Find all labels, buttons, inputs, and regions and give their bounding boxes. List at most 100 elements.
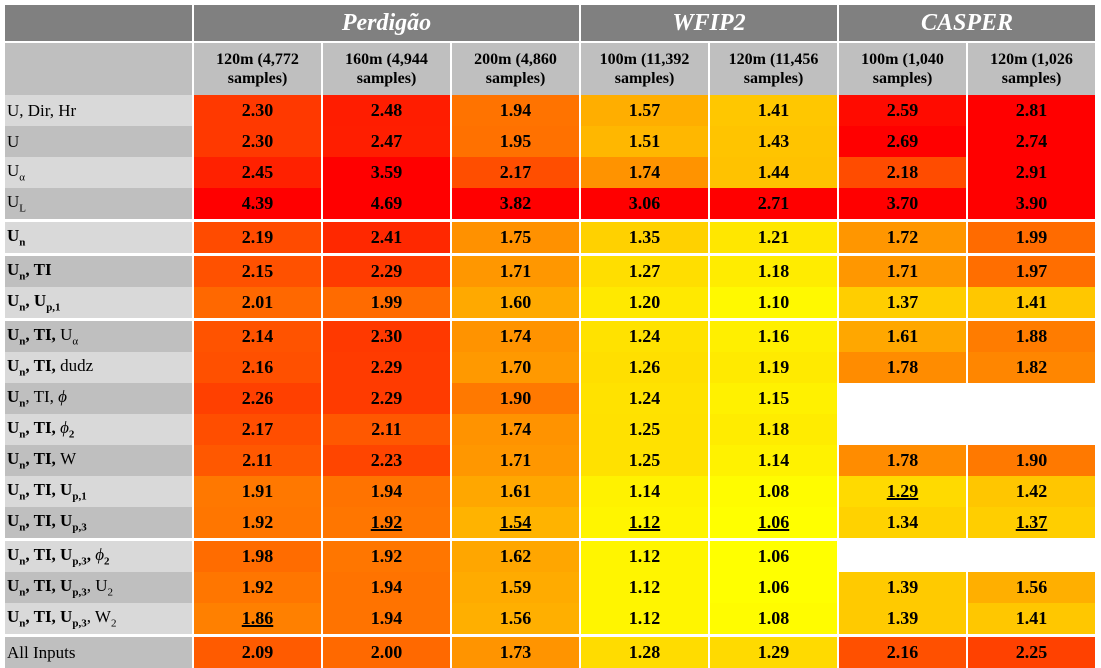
table-row: UL 4.39 4.69 3.82 3.06 2.71 3.70 3.90	[5, 188, 1095, 219]
value-cell: 1.99	[323, 287, 450, 318]
corner-cell	[5, 5, 192, 41]
row-label-part: , TI, U	[25, 607, 73, 627]
value-text: 1.74	[628, 162, 661, 182]
value-cell: 2.18	[839, 157, 966, 188]
row-label-part: ϕ	[95, 545, 105, 565]
value-text: 1.08	[757, 608, 790, 628]
value-cell: 2.17	[452, 157, 579, 188]
value-text: 1.59	[499, 577, 532, 597]
column-header: 160m (4,944 samples)	[323, 41, 450, 95]
value-cell: 1.61	[839, 318, 966, 352]
value-text: 1.34	[886, 512, 919, 532]
value-text: 1.97	[1015, 261, 1048, 281]
value-text: 1.41	[1015, 608, 1048, 628]
row-label-part: U	[7, 291, 20, 311]
value-cell: 1.61	[452, 476, 579, 507]
value-cell: 2.29	[323, 253, 450, 287]
table-row: Un, TI, Up,3, U2 1.92 1.94 1.59 1.12 1.06 1.39…	[5, 572, 1095, 603]
table-row: Un, TI, Up,1 1.91 1.94 1.61 1.14 1.08 1.29 1.42	[5, 476, 1095, 507]
row-label: Un, TI, ϕ	[5, 383, 192, 414]
value-cell: 1.82	[968, 352, 1095, 383]
value-cell: 1.42	[968, 476, 1095, 507]
value-cell: 1.34	[839, 507, 966, 538]
row-label-part: U	[7, 449, 20, 469]
value-cell: 1.12	[581, 603, 708, 634]
value-cell: 1.70	[452, 352, 579, 383]
row-label-part: n	[19, 270, 26, 283]
value-cell: 2.17	[194, 414, 321, 445]
row-label-part: p,3	[72, 555, 87, 568]
column-header: 120m (11,456 samples)	[710, 41, 837, 95]
value-cell: 1.73	[452, 634, 579, 668]
row-label-part: L	[19, 202, 27, 215]
row-label-part: α	[72, 335, 79, 348]
value-text: 1.15	[757, 388, 790, 408]
value-cell: 2.74	[968, 126, 1095, 157]
table-row: Un, TI, Up,3 1.92 1.92 1.54 1.12 1.06 1.34 1.37	[5, 507, 1095, 538]
table-row: Un, TI, Uα 2.14 2.30 1.74 1.24 1.16 1.61 1.88	[5, 318, 1095, 352]
column-header-line: 120m (11,456	[728, 51, 819, 68]
value-cell: 1.71	[452, 445, 579, 476]
value-text: 1.99	[1015, 227, 1048, 247]
value-cell: 1.39	[839, 603, 966, 634]
row-label: Un	[5, 219, 192, 253]
value-text: 1.61	[886, 326, 919, 346]
value-cell: 1.90	[452, 383, 579, 414]
column-header: 100m (11,392 samples)	[581, 41, 708, 95]
value-cell: 3.06	[581, 188, 708, 219]
row-label-part: U	[7, 418, 20, 438]
row-label-part: U	[7, 192, 20, 212]
value-text: 2.91	[1015, 162, 1048, 182]
row-label-part: U	[7, 511, 20, 531]
value-text: 4.39	[241, 193, 274, 213]
value-text: 1.14	[628, 481, 661, 501]
value-cell: 1.78	[839, 445, 966, 476]
value-cell: 1.12	[581, 507, 708, 538]
value-cell: 2.47	[323, 126, 450, 157]
value-cell: 1.56	[452, 603, 579, 634]
value-text: 2.30	[241, 100, 274, 120]
row-label-part: , U	[86, 576, 108, 596]
value-cell: 2.30	[194, 95, 321, 126]
row-label-part: , TI,	[25, 325, 61, 345]
value-text: 3.59	[370, 162, 403, 182]
value-text: 2.01	[241, 292, 274, 312]
value-cell: 1.27	[581, 253, 708, 287]
value-text: 1.28	[628, 642, 661, 662]
value-text: 1.08	[757, 481, 790, 501]
value-cell: 4.39	[194, 188, 321, 219]
value-text: 1.26	[628, 357, 661, 377]
row-label-part: U	[7, 161, 20, 181]
row-label: Un, TI, W	[5, 445, 192, 476]
value-text: 1.86	[241, 608, 274, 628]
row-label-part: p,3	[72, 521, 87, 534]
row-label-part: All Inputs	[7, 642, 76, 662]
value-text: 2.15	[241, 261, 274, 281]
value-cell: 3.59	[323, 157, 450, 188]
value-text: 1.37	[886, 292, 919, 312]
value-text: 1.90	[499, 388, 532, 408]
value-text: 1.14	[757, 450, 790, 470]
value-text: 2.18	[886, 162, 919, 182]
value-cell: 1.56	[968, 572, 1095, 603]
value-cell: 1.41	[968, 603, 1095, 634]
value-cell: 1.97	[968, 253, 1095, 287]
row-label: UL	[5, 188, 192, 219]
value-cell: 1.26	[581, 352, 708, 383]
row-label: All Inputs	[5, 634, 192, 668]
value-text: 2.71	[757, 193, 790, 213]
value-text: 2.29	[370, 261, 403, 281]
value-cell: 2.41	[323, 219, 450, 253]
value-text: 1.21	[757, 227, 790, 247]
value-text: 2.41	[370, 227, 403, 247]
value-cell: 1.78	[839, 352, 966, 383]
value-cell: 1.20	[581, 287, 708, 318]
empty-cell	[968, 538, 1095, 572]
value-cell: 1.15	[710, 383, 837, 414]
column-header: 100m (1,040 samples)	[839, 41, 966, 95]
value-cell: 2.16	[194, 352, 321, 383]
row-label-part: p,1	[46, 301, 61, 314]
value-text: 1.92	[370, 512, 403, 532]
value-cell: 1.06	[710, 507, 837, 538]
row-label-part: n	[19, 301, 26, 314]
